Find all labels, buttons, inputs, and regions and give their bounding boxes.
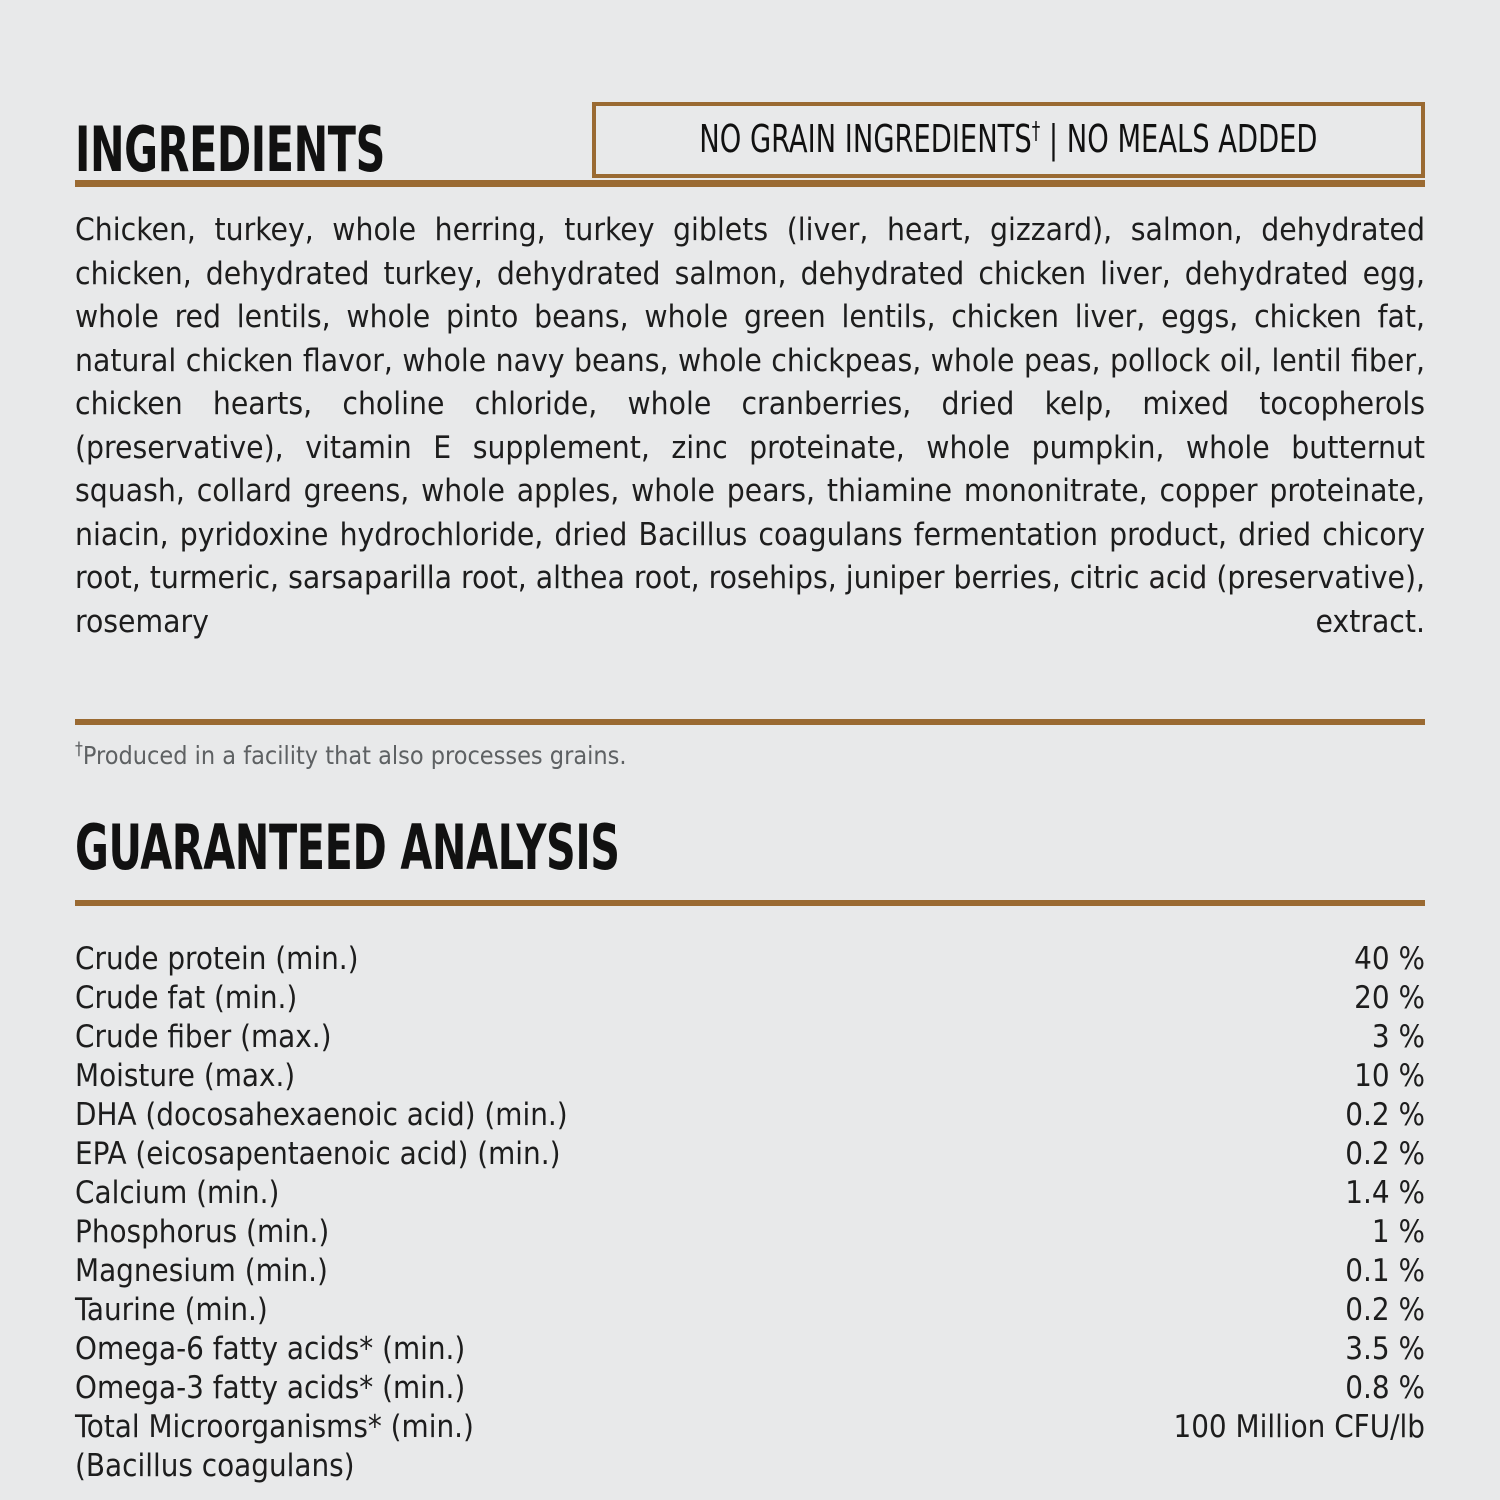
table-row: DHA (docosahexaenoic acid) (min.) 0.2 %: [75, 1096, 1425, 1135]
analysis-header: GUARANTEED ANALYSIS: [75, 811, 1425, 884]
analysis-nutrient-value: 10 %: [1354, 1057, 1425, 1094]
analysis-nutrient-value: 1 %: [1371, 1213, 1425, 1250]
analysis-rows: Crude protein (min.) 40 % Crude fat (min.)…: [75, 940, 1425, 1486]
analysis-subnote-value-empty: [969, 1447, 1425, 1486]
analysis-nutrient-label: Moisture (max.): [75, 1057, 296, 1094]
analysis-nutrient-label: Crude protein (min.): [75, 940, 359, 977]
analysis-nutrient-value: 40 %: [1354, 940, 1425, 977]
footnote-dagger-marker: †: [75, 739, 83, 760]
table-row: Omega-3 fatty acids* (min.) 0.8 %: [75, 1369, 1425, 1408]
table-row: Taurine (min.) 0.2 %: [75, 1291, 1425, 1330]
analysis-nutrient-label: Total Microorganisms* (min.): [75, 1408, 474, 1445]
analysis-nutrient-value: 1.4 %: [1345, 1174, 1425, 1211]
table-row: EPA (eicosapentaenoic acid) (min.) 0.2 %: [75, 1135, 1425, 1174]
table-row: Total Microorganisms* (min.) 100 Million …: [75, 1408, 1425, 1447]
table-row: Crude protein (min.) 40 %: [75, 940, 1425, 979]
analysis-nutrient-value: 3.5 %: [1345, 1330, 1425, 1367]
ingredients-divider-bottom: [75, 719, 1425, 725]
table-row: (Bacillus coagulans): [75, 1447, 1425, 1486]
analysis-nutrient-label: DHA (docosahexaenoic acid) (min.): [75, 1096, 568, 1133]
analysis-nutrient-value: 0.2 %: [1345, 1135, 1425, 1172]
table-row: Crude fat (min.) 20 %: [75, 979, 1425, 1018]
analysis-nutrient-value: 0.2 %: [1345, 1291, 1425, 1328]
footnote-text: Produced in a facility that also process…: [82, 741, 627, 770]
table-row: Omega-6 fatty acids* (min.) 3.5 %: [75, 1330, 1425, 1369]
analysis-nutrient-label: Taurine (min.): [75, 1291, 268, 1328]
analysis-divider: [75, 899, 1425, 906]
analysis-nutrient-label: EPA (eicosapentaenoic acid) (min.): [75, 1135, 561, 1172]
table-row: Moisture (max.) 10 %: [75, 1057, 1425, 1096]
analysis-nutrient-value: 20 %: [1354, 979, 1425, 1016]
analysis-nutrient-label: Calcium (min.): [75, 1174, 280, 1211]
analysis-nutrient-value: 0.8 %: [1345, 1369, 1425, 1406]
no-grain-badge-label: NO GRAIN INGREDIENTS† | NO MEALS ADDED: [699, 117, 1318, 161]
analysis-subnote: (Bacillus coagulans): [75, 1447, 355, 1484]
analysis-title: GUARANTEED ANALYSIS: [75, 811, 620, 884]
badge-text-before: NO GRAIN INGREDIENTS: [699, 117, 1032, 161]
no-grain-badge: NO GRAIN INGREDIENTS† | NO MEALS ADDED: [592, 102, 1425, 178]
grain-facility-footnote: †Produced in a facility that also proces…: [75, 741, 1425, 771]
badge-dagger-marker: †: [1031, 116, 1041, 145]
analysis-divider-wrap: [75, 899, 1425, 906]
analysis-nutrient-label: Phosphorus (min.): [75, 1213, 330, 1250]
guaranteed-analysis-table: Crude protein (min.) 40 % Crude fat (min.)…: [75, 940, 1425, 1486]
page-title: INGREDIENTS: [75, 113, 385, 187]
analysis-nutrient-value: 0.2 %: [1345, 1096, 1425, 1133]
table-row: Crude fiber (max.) 3 %: [75, 1018, 1425, 1057]
analysis-nutrient-label: Omega-3 fatty acids* (min.): [75, 1369, 466, 1406]
analysis-nutrient-value: 3 %: [1371, 1018, 1425, 1055]
table-row: Magnesium (min.) 0.1 %: [75, 1252, 1425, 1291]
analysis-nutrient-label: Magnesium (min.): [75, 1252, 328, 1289]
ingredients-footnote-block: †Produced in a facility that also proces…: [75, 719, 1425, 771]
ingredients-header: INGREDIENTS NO GRAIN INGREDIENTS† | NO M…: [75, 0, 1425, 187]
analysis-nutrient-label: Crude fat (min.): [75, 979, 298, 1016]
table-row: Calcium (min.) 1.4 %: [75, 1174, 1425, 1213]
analysis-nutrient-label: Omega-6 fatty acids* (min.): [75, 1330, 466, 1367]
badge-text-after: | NO MEALS ADDED: [1040, 117, 1318, 161]
ingredients-divider-top: [75, 180, 1425, 187]
table-row: Phosphorus (min.) 1 %: [75, 1213, 1425, 1252]
analysis-nutrient-value: 0.1 %: [1345, 1252, 1425, 1289]
analysis-nutrient-value: 100 Million CFU/lb: [1173, 1408, 1425, 1445]
ingredients-list-text: Chicken, turkey, whole herring, turkey g…: [75, 212, 1425, 640]
analysis-nutrient-label: Crude fiber (max.): [75, 1018, 332, 1055]
